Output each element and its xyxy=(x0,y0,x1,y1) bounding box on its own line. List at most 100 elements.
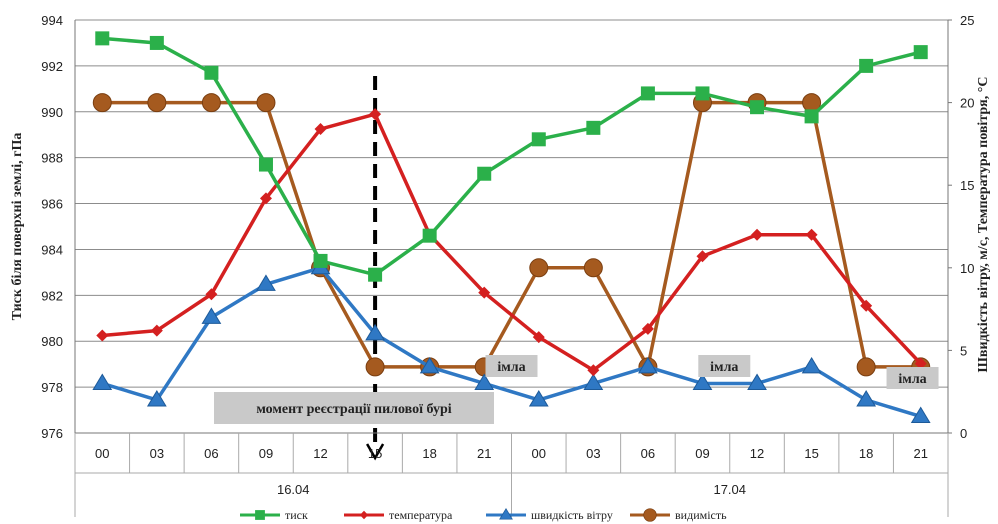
y-right-tick-label: 10 xyxy=(960,261,974,276)
x-group-label: 16.04 xyxy=(277,482,310,497)
series-marker xyxy=(478,286,491,299)
series-marker xyxy=(474,373,495,390)
y-left-tick-label: 994 xyxy=(41,13,63,28)
series-marker xyxy=(692,373,713,390)
y-left-tick-label: 980 xyxy=(41,334,63,349)
series-marker xyxy=(314,123,327,136)
x-tick-label: 18 xyxy=(422,446,436,461)
series-marker xyxy=(856,357,876,377)
annotation-label: імла xyxy=(710,360,738,375)
legend-label: температура xyxy=(389,508,453,522)
legend-label: видимість xyxy=(675,508,727,522)
series-marker xyxy=(95,31,110,46)
y-left-tick-label: 988 xyxy=(41,151,63,166)
x-tick-label: 09 xyxy=(695,446,709,461)
annotation-box xyxy=(886,367,939,389)
x-tick-label: 15 xyxy=(804,446,818,461)
series-marker xyxy=(313,253,328,268)
series-marker xyxy=(587,364,600,377)
series-marker xyxy=(419,356,440,374)
legend-item: швидкість вітру xyxy=(486,508,613,522)
legend: тиск температура швидкість вітру видимість xyxy=(240,508,727,522)
x-tick-label: 18 xyxy=(859,446,873,461)
series-group xyxy=(92,31,931,423)
x-tick-label: 00 xyxy=(95,446,109,461)
series-marker xyxy=(368,267,383,282)
y-left-tick-label: 986 xyxy=(41,197,63,212)
series-marker xyxy=(477,166,492,181)
series-marker xyxy=(201,93,221,113)
x-tick-label: 00 xyxy=(532,446,546,461)
series-marker xyxy=(638,356,658,374)
series-marker xyxy=(583,373,604,390)
y-right-tick-label: 25 xyxy=(960,13,974,28)
series-marker xyxy=(532,331,545,344)
series-marker xyxy=(422,228,437,243)
series-2 xyxy=(92,257,931,423)
series-line xyxy=(101,266,922,419)
series-1 xyxy=(96,108,927,377)
series-marker xyxy=(641,322,654,335)
x-group-label: 17.04 xyxy=(713,482,746,497)
y-left-tick-label: 984 xyxy=(41,242,63,257)
x-tick-label: 03 xyxy=(150,446,164,461)
x-tick-label: 09 xyxy=(259,446,273,461)
y-right-tick-label: 5 xyxy=(960,343,967,358)
series-marker xyxy=(96,329,109,342)
event-label-box xyxy=(214,392,494,424)
series-marker xyxy=(205,288,218,301)
series-marker xyxy=(859,58,874,73)
series-marker xyxy=(529,258,549,278)
y-left-tick-label: 976 xyxy=(41,426,63,441)
series-marker xyxy=(856,389,877,407)
event-line-group xyxy=(366,76,385,461)
y-left-tick-label: 992 xyxy=(41,59,63,74)
series-marker xyxy=(258,157,273,172)
series-marker xyxy=(913,45,928,60)
series-0 xyxy=(95,31,928,282)
series-3 xyxy=(92,93,931,377)
series-marker xyxy=(255,510,265,520)
series-marker xyxy=(531,132,546,147)
series-marker xyxy=(747,373,767,390)
annotation-label: імла xyxy=(898,372,926,387)
series-marker xyxy=(804,109,819,124)
series-marker xyxy=(805,228,818,241)
annotation-box xyxy=(698,355,751,377)
y-left-tick-label: 978 xyxy=(41,380,63,395)
y-left-tick-label: 990 xyxy=(41,105,63,120)
axes: 976 978 980 982 984 986 988 990 992 994 0 5 10 15 20 25… xyxy=(10,13,991,517)
y-left-tick-label: 982 xyxy=(41,288,63,303)
x-tick-label: 06 xyxy=(641,446,655,461)
legend-item: температура xyxy=(344,508,453,522)
legend-label: швидкість вітру xyxy=(531,508,613,522)
series-marker xyxy=(204,65,219,80)
x-tick-label: 21 xyxy=(913,446,927,461)
series-marker xyxy=(147,93,167,113)
series-marker xyxy=(149,35,164,50)
annotations: імла імла імла момент реєстрації пилової бу… xyxy=(214,355,939,424)
annotation-box xyxy=(485,355,538,377)
y-right-tick-label: 0 xyxy=(960,426,967,441)
series-marker xyxy=(146,389,167,407)
y-left-axis-title: Тиск біля поверхні землі, гПа xyxy=(10,133,25,321)
series-line xyxy=(102,100,921,369)
series-marker xyxy=(643,508,657,522)
x-tick-label: 03 xyxy=(586,446,600,461)
legend-label: тиск xyxy=(285,508,308,522)
event-label: момент реєстрації пилової бурі xyxy=(256,402,451,417)
gridlines xyxy=(75,19,948,434)
series-marker xyxy=(365,323,385,341)
series-marker xyxy=(750,100,765,115)
series-marker xyxy=(583,258,603,278)
series-marker xyxy=(359,510,369,520)
x-tick-label: 21 xyxy=(477,446,491,461)
x-tick-label: 15 xyxy=(368,446,382,461)
series-line xyxy=(102,112,922,372)
x-tick-label: 06 xyxy=(204,446,218,461)
series-marker xyxy=(369,108,382,121)
y-right-axis-title: Швидкість вітру, м/с, Температура повітр… xyxy=(976,77,991,373)
series-marker xyxy=(640,86,655,101)
series-marker xyxy=(365,357,385,377)
